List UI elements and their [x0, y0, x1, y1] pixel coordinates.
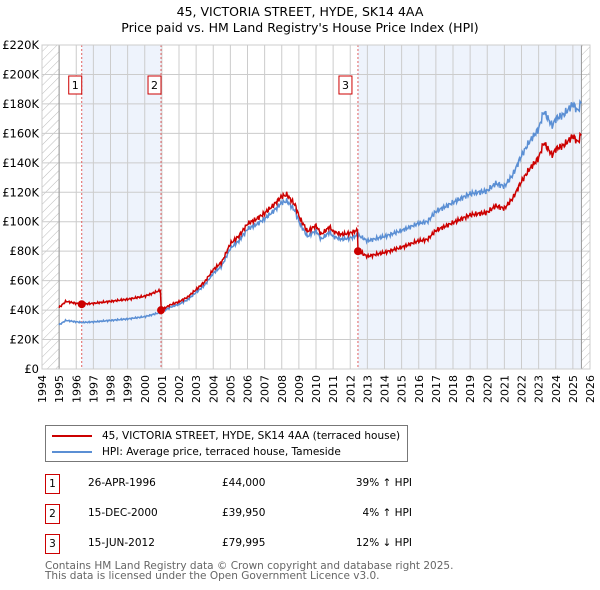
y-tick-label: £0 [24, 362, 39, 376]
x-tick-label: 2019 [464, 375, 477, 403]
sale-point [77, 300, 86, 309]
x-tick-label: 2022 [516, 375, 529, 403]
sale-label: 1 [72, 79, 79, 92]
sale-marker-badge: 2 [45, 504, 60, 524]
hatch-after-data [581, 45, 590, 369]
x-tick-label: 2006 [242, 375, 255, 403]
sale-date: 26-APR-1996 [88, 477, 156, 489]
x-tick-label: 1997 [87, 375, 100, 403]
sale-row: 3 15-JUN-2012 £79,995 12% ↓ HPI [45, 534, 445, 554]
sale-point [353, 247, 362, 256]
sale-label-box [338, 75, 353, 95]
sale-date: 15-JUN-2012 [88, 537, 155, 549]
sale-label: 3 [342, 79, 349, 92]
x-tick-label: 2024 [550, 375, 563, 403]
y-tick-label: £80K [10, 244, 40, 258]
x-tick-label: 2004 [207, 375, 220, 403]
sale-price: £79,995 [222, 537, 266, 549]
y-tick-label: £20K [10, 333, 40, 347]
shaded-period-1 [81, 45, 162, 369]
sale-hpi-delta: 12% ↓ HPI [355, 537, 412, 549]
y-tick-label: £200K [2, 67, 39, 81]
y-tick-label: £120K [2, 185, 39, 199]
x-tick-label: 2025 [567, 375, 580, 403]
sale-point [157, 306, 166, 315]
x-tick-label: 2021 [498, 375, 511, 403]
x-tick-label: 2000 [139, 375, 152, 403]
plot-border [41, 44, 591, 370]
y-tick-label: £40K [10, 303, 40, 317]
y-tick-label: £220K [2, 38, 39, 52]
hpi-line [58, 98, 582, 326]
x-tick-label: 2023 [533, 375, 546, 403]
sale-hpi-delta: 4% ↑ HPI [362, 507, 412, 519]
sale-marker-badge: 1 [45, 474, 60, 494]
x-tick-label: 2016 [413, 375, 426, 403]
x-tick-label: 2008 [276, 375, 289, 403]
x-tick-label: 2003 [190, 375, 203, 403]
legend-hpi-label: HPI: Average price, terraced house, Tame… [102, 446, 341, 458]
x-tick-label: 2005 [224, 375, 237, 403]
x-tick-label: 2013 [361, 375, 374, 403]
plot-area: 1994 1995 1996 1997 1998 1999 2000 2001 2002 2003… [2, 38, 597, 403]
x-tick-label: 2012 [344, 375, 357, 403]
y-tick-label: £100K [2, 215, 39, 229]
x-tick-label: 2001 [156, 375, 169, 403]
sale-label-box [68, 75, 83, 95]
x-tick-label: 2018 [447, 375, 460, 403]
x-tick-label: 2002 [173, 375, 186, 403]
sale-date: 15-DEC-2000 [88, 507, 158, 519]
sale-price: £44,000 [222, 477, 266, 489]
x-tick-label: 2020 [481, 375, 494, 403]
chart-subtitle: Price paid vs. HM Land Registry's House … [121, 20, 479, 35]
y-tick-label: £140K [2, 156, 39, 170]
x-tick-label: 2017 [430, 375, 443, 403]
footer-licence: This data is licensed under the Open Gov… [45, 570, 380, 582]
sale-hpi-delta: 39% ↑ HPI [355, 477, 412, 489]
legend-hpi-swatch [52, 451, 92, 453]
chart-title: 45, VICTORIA STREET, HYDE, SK14 4AA [176, 4, 424, 19]
sale-label: 2 [151, 79, 158, 92]
x-tick-label: 1998 [105, 375, 118, 403]
x-tick-label: 2011 [327, 375, 340, 403]
x-tick-label: 1999 [122, 375, 135, 403]
legend-property-label: 45, VICTORIA STREET, HYDE, SK14 4AA (ter… [102, 430, 401, 442]
footer-copyright: Contains HM Land Registry data © Crown c… [45, 560, 454, 572]
x-tick-label: 1995 [53, 375, 66, 403]
sale-price: £39,950 [222, 507, 266, 519]
sale-label-box [147, 75, 162, 95]
x-tick-label: 2010 [310, 375, 323, 403]
x-tick-label: 2026 [584, 375, 597, 403]
hatch-before-data [42, 45, 60, 369]
x-tick-label: 2015 [396, 375, 409, 403]
legend: 45, VICTORIA STREET, HYDE, SK14 4AA (ter… [45, 425, 408, 462]
legend-property-swatch [52, 435, 92, 437]
x-tick-label: 2009 [293, 375, 306, 403]
y-tick-label: £60K [10, 274, 40, 288]
x-tick-label: 1996 [70, 375, 83, 403]
property-price-line [58, 131, 582, 311]
x-tick-label: 2007 [259, 375, 272, 403]
sale-marker-badge: 3 [45, 534, 60, 554]
sale-row: 1 26-APR-1996 £44,000 39% ↑ HPI [45, 474, 445, 494]
sale-row: 2 15-DEC-2000 £39,950 4% ↑ HPI [45, 504, 445, 524]
y-tick-label: £180K [2, 97, 39, 111]
x-tick-label: 1994 [36, 375, 49, 403]
y-tick-label: £160K [2, 126, 39, 140]
x-tick-label: 2014 [379, 375, 392, 403]
